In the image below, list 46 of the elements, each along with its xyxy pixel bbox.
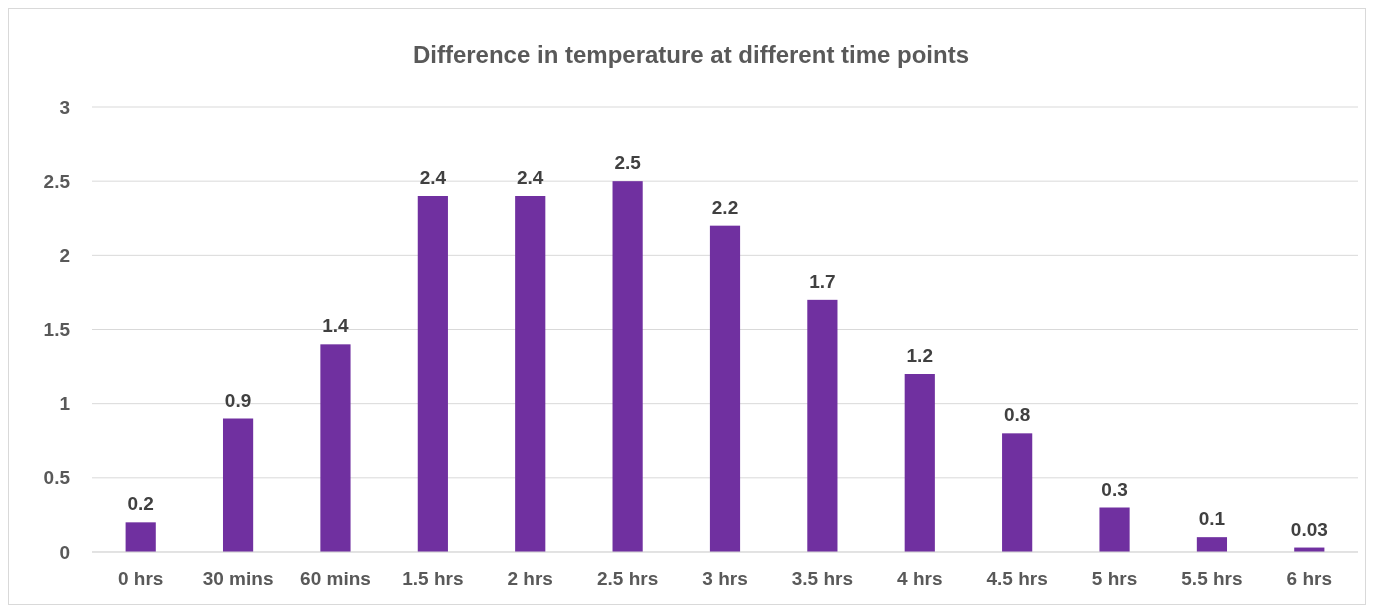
data-label: 0.8 <box>1003 404 1031 426</box>
y-tick-label: 2 <box>59 244 70 266</box>
bar <box>709 225 741 552</box>
data-label: 0.3 <box>1101 478 1128 500</box>
data-label: 0.1 <box>1198 508 1226 530</box>
data-label: 2.4 <box>419 167 447 188</box>
x-tick-label: 3.5 hrs <box>791 568 854 589</box>
data-label: 2.5 <box>614 152 642 174</box>
y-tick-label: 0 <box>59 541 70 563</box>
y-tick-label: 1.5 <box>43 319 71 341</box>
x-tick-label: 5.5 hrs <box>1181 568 1243 589</box>
bar <box>125 522 156 552</box>
x-tick-label: 5 hrs <box>1091 568 1138 589</box>
chart-title: Difference in temperature at different time points <box>412 41 970 68</box>
data-label: 0.03 <box>1290 518 1328 540</box>
data-label: 2.4 <box>517 167 544 188</box>
data-label: 2.2 <box>711 196 739 218</box>
x-tick-label: 60 mins <box>300 568 371 589</box>
bar <box>417 196 448 552</box>
y-tick-label: 3 <box>59 96 70 118</box>
data-label: 0.2 <box>127 493 154 515</box>
y-tick-label: 1 <box>59 393 71 415</box>
x-tick-label: 3 hrs <box>702 568 748 589</box>
y-tick-label: 2.5 <box>43 170 71 192</box>
x-tick-label: 1.5 hrs <box>402 568 464 589</box>
bar <box>320 344 351 552</box>
x-tick-label: 30 mins <box>202 568 274 589</box>
bar <box>1002 433 1033 552</box>
bar <box>222 418 254 552</box>
bar <box>1196 537 1228 552</box>
data-label: 1.2 <box>906 345 933 366</box>
y-tick-label: 0.5 <box>43 467 71 489</box>
x-tick-label: 2 hrs <box>507 568 553 589</box>
data-label: 0.9 <box>224 389 252 411</box>
data-label: 1.4 <box>322 315 350 337</box>
x-tick-label: 6 hrs <box>1286 568 1333 589</box>
x-tick-label: 4.5 hrs <box>986 568 1048 589</box>
bar <box>807 299 838 552</box>
bar <box>515 196 546 552</box>
x-tick-label: 0 hrs <box>117 568 164 589</box>
bar <box>904 374 935 552</box>
data-label: 1.7 <box>809 270 836 292</box>
bar <box>1099 507 1130 552</box>
x-tick-label: 2.5 hrs <box>596 568 659 589</box>
x-tick-label: 4 hrs <box>897 568 943 589</box>
bar <box>612 181 643 552</box>
